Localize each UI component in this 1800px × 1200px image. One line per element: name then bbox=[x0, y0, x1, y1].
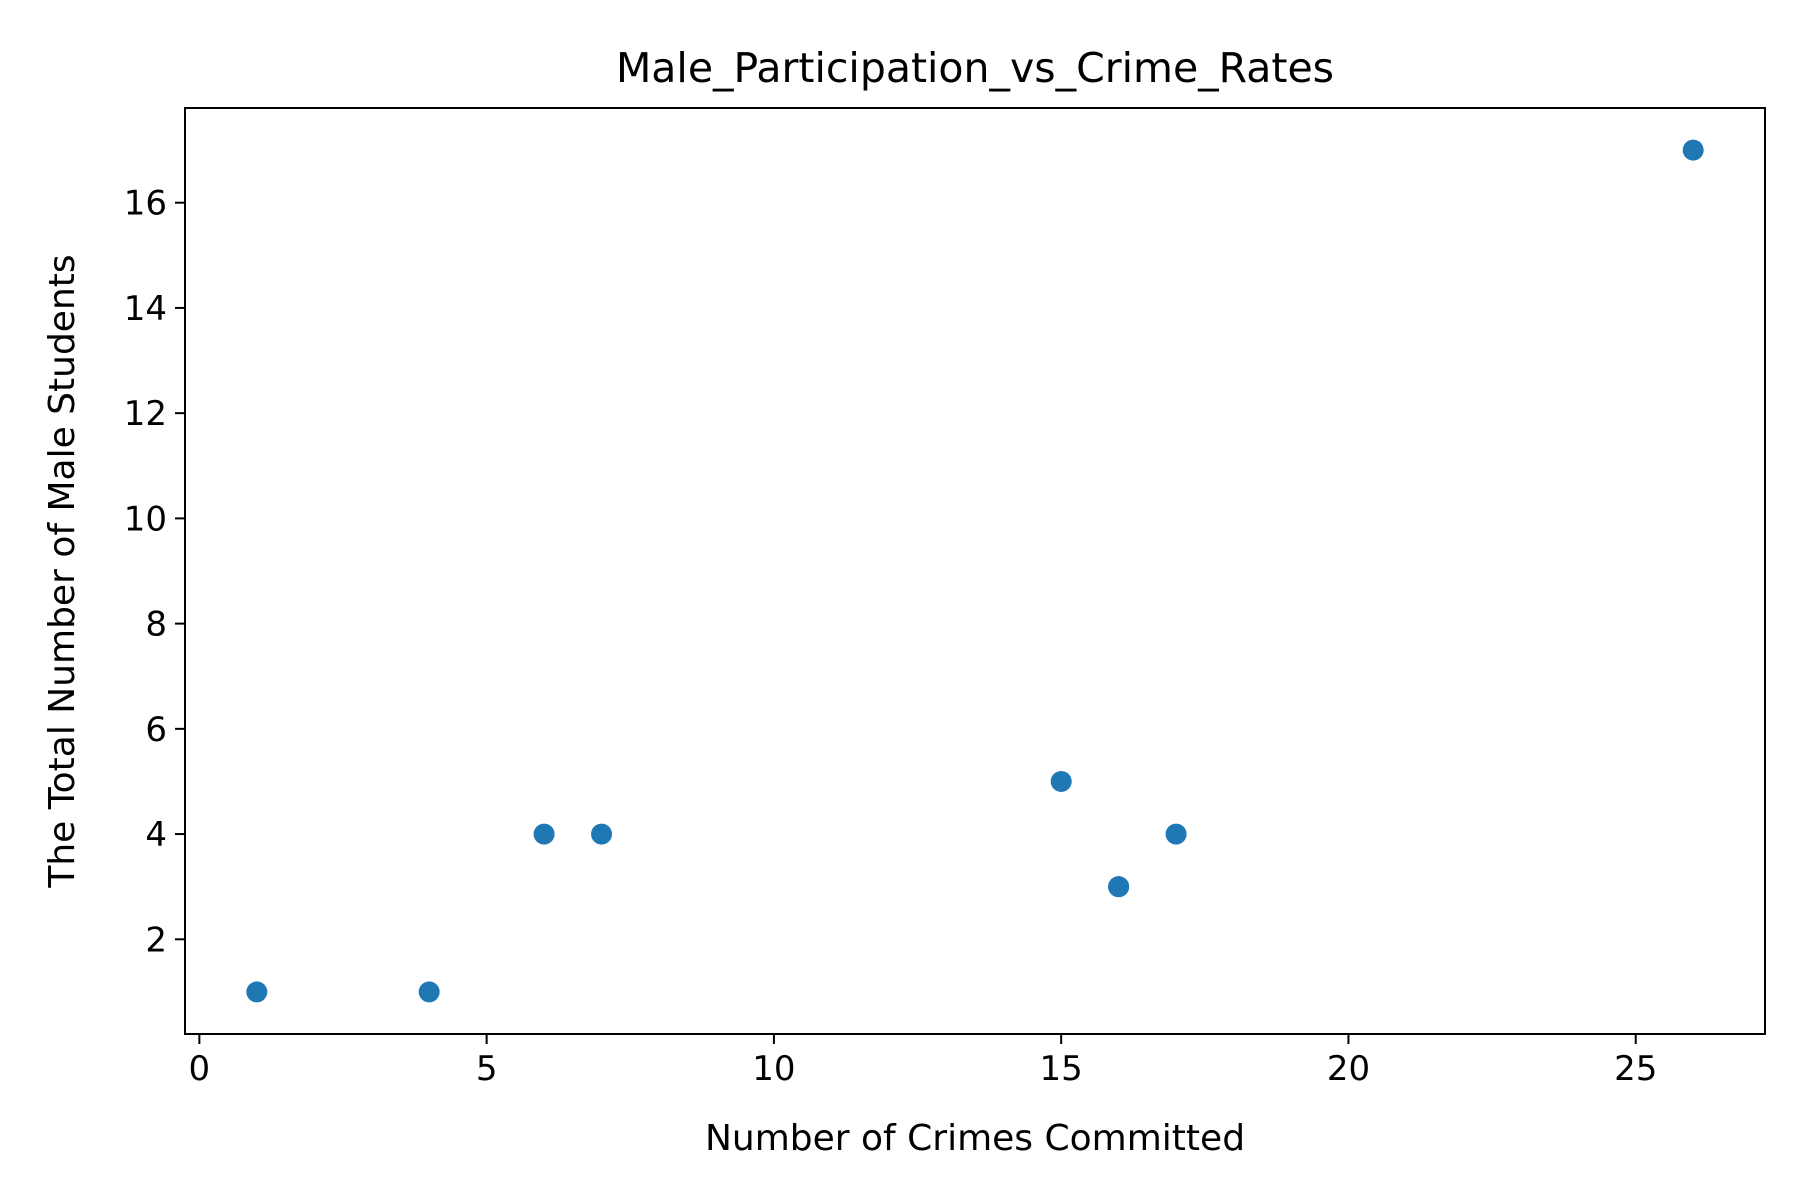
data-point bbox=[1108, 876, 1130, 898]
plot-area-frame bbox=[184, 107, 1766, 1035]
x-tick-label: 15 bbox=[1040, 1049, 1083, 1089]
y-tick-label: 12 bbox=[124, 394, 167, 434]
y-tick-label: 2 bbox=[145, 920, 167, 960]
data-point bbox=[591, 823, 613, 845]
x-tick-label: 5 bbox=[476, 1049, 498, 1089]
y-tick-label: 4 bbox=[145, 815, 167, 855]
y-axis-label: The Total Number of Male Students bbox=[42, 254, 83, 888]
x-axis-ticks: 0 5 10 15 20 25 bbox=[189, 1034, 1657, 1089]
x-tick-label: 20 bbox=[1327, 1049, 1370, 1089]
y-tick-label: 8 bbox=[145, 605, 167, 645]
data-point bbox=[246, 981, 268, 1003]
data-point bbox=[418, 981, 440, 1003]
x-tick-label: 10 bbox=[752, 1049, 795, 1089]
y-tick-label: 6 bbox=[145, 710, 167, 750]
data-point bbox=[1050, 770, 1072, 792]
data-point bbox=[1165, 823, 1187, 845]
y-axis-ticks: 2 4 6 8 10 12 14 16 bbox=[124, 184, 185, 960]
data-points bbox=[246, 139, 1704, 1003]
y-tick-label: 16 bbox=[124, 184, 167, 224]
data-point bbox=[533, 823, 555, 845]
chart-title: Male_Participation_vs_Crime_Rates bbox=[616, 44, 1334, 92]
x-tick-label: 0 bbox=[189, 1049, 211, 1089]
y-tick-label: 14 bbox=[124, 289, 167, 329]
x-axis-label: Number of Crimes Committed bbox=[705, 1118, 1245, 1159]
y-tick-label: 10 bbox=[124, 499, 167, 539]
data-point bbox=[1682, 139, 1704, 161]
x-tick-label: 25 bbox=[1614, 1049, 1657, 1089]
